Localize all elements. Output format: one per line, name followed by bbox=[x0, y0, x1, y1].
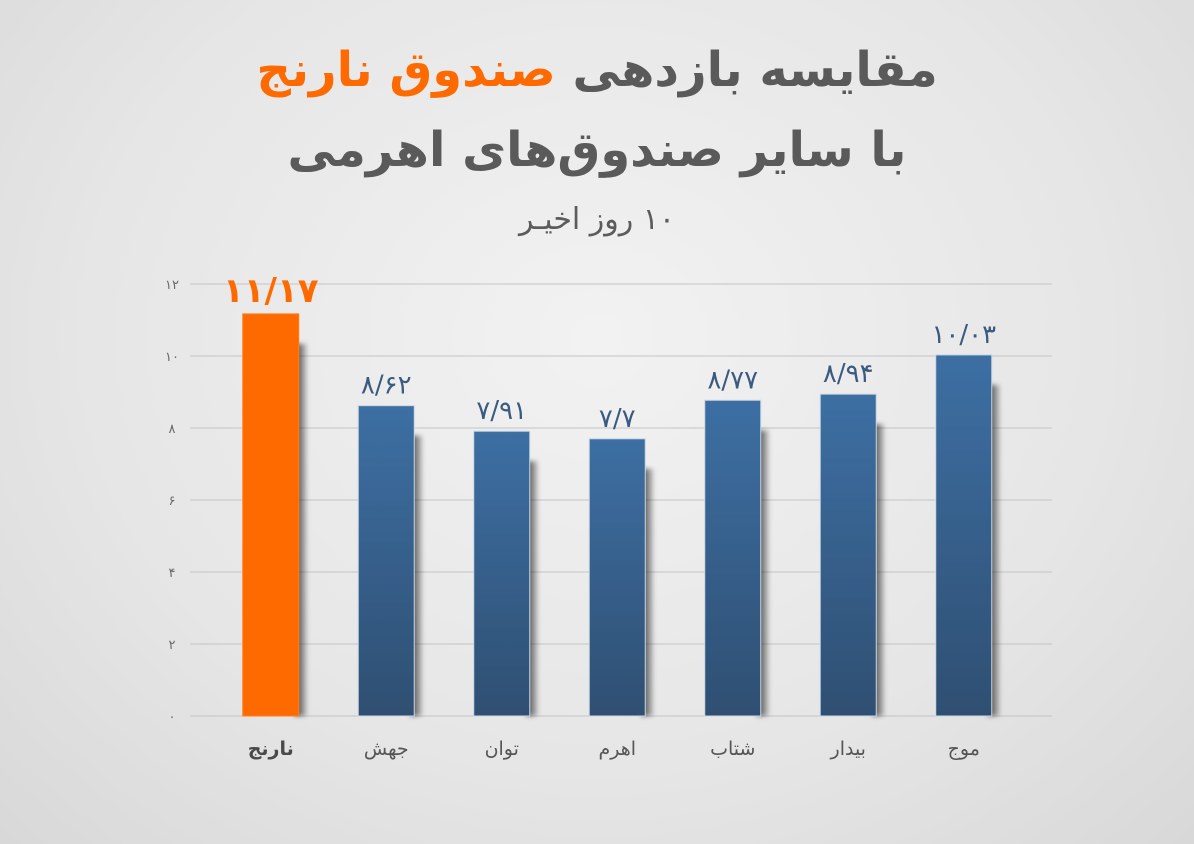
bar bbox=[704, 399, 762, 717]
chart-title-line-1: مقایسه بازدهی صندوق نارنج bbox=[0, 42, 1194, 98]
bar bbox=[357, 405, 415, 717]
y-axis-ticks: ۰ ۲ ۴ ۶ ۸ ۱۰ ۱۲ bbox=[165, 278, 179, 725]
y-tick-label: ۸ bbox=[169, 422, 176, 437]
data-label: ۱۱/۱۷ bbox=[223, 271, 319, 311]
category-label: موج bbox=[948, 738, 980, 760]
data-label: ۱۰/۰۳ bbox=[931, 320, 996, 350]
bar bbox=[588, 438, 646, 717]
data-label: ۷/۷ bbox=[599, 404, 636, 434]
title-text: مقایسه بازدهی bbox=[555, 42, 938, 98]
title-highlight: صندوق نارنج bbox=[256, 42, 556, 98]
category-label: بیدار bbox=[830, 738, 866, 760]
y-tick-label: ۴ bbox=[169, 566, 176, 581]
data-label: ۷/۹۱ bbox=[476, 396, 527, 426]
x-axis-categories: نارنج جهش توان اهرم شتاب بیدار موج bbox=[248, 738, 980, 760]
bars bbox=[242, 313, 993, 717]
y-tick-label: ۶ bbox=[169, 494, 176, 509]
category-label: اهرم bbox=[598, 738, 636, 760]
bar bbox=[935, 354, 993, 717]
category-label: جهش bbox=[364, 738, 409, 760]
chart-subtitle: ۱۰ روز اخیـر bbox=[518, 202, 676, 237]
y-tick-label: ۲ bbox=[169, 638, 176, 653]
category-label: توان bbox=[485, 738, 519, 760]
data-label: ۸/۹۴ bbox=[823, 359, 874, 389]
bar bbox=[819, 393, 877, 717]
bar bbox=[473, 430, 531, 717]
data-labels: ۱۱/۱۷ ۸/۶۲ ۷/۹۱ ۷/۷ ۸/۷۷ ۸/۹۴ ۱۰/۰۳ bbox=[223, 271, 996, 434]
bar-highlight bbox=[242, 313, 300, 717]
y-tick-label: ۱۲ bbox=[165, 278, 179, 293]
category-label: نارنج bbox=[248, 738, 294, 760]
category-label: شتاب bbox=[710, 738, 755, 760]
y-tick-label: ۰ bbox=[169, 710, 176, 725]
data-label: ۸/۶۲ bbox=[361, 371, 412, 401]
chart-title-line-2: با سایر صندوق‌های اهرمی bbox=[287, 122, 907, 178]
data-label: ۸/۷۷ bbox=[707, 365, 758, 395]
y-tick-label: ۱۰ bbox=[165, 350, 179, 365]
